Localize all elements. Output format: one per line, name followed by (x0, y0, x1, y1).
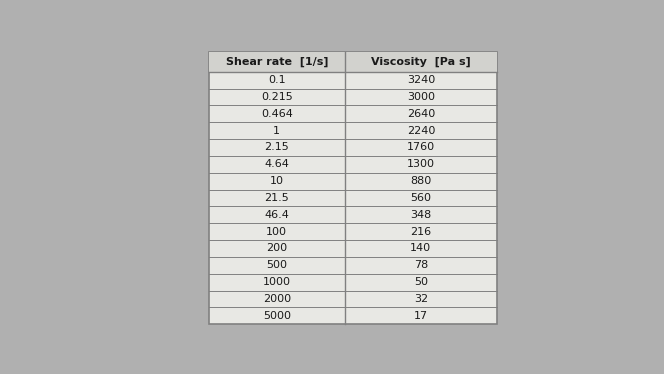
Text: 21.5: 21.5 (264, 193, 290, 203)
Text: 1760: 1760 (407, 142, 435, 153)
Text: 2640: 2640 (407, 109, 435, 119)
Text: 0.1: 0.1 (268, 75, 286, 85)
Text: Shear rate  [1/s]: Shear rate [1/s] (226, 57, 328, 67)
Bar (209, 52, 497, 72)
Text: 2000: 2000 (263, 294, 291, 304)
Text: 1000: 1000 (263, 277, 291, 287)
Text: 78: 78 (414, 260, 428, 270)
Text: 348: 348 (410, 210, 432, 220)
Text: 100: 100 (266, 227, 288, 237)
Text: 200: 200 (266, 243, 288, 254)
Text: 46.4: 46.4 (264, 210, 290, 220)
Text: 2240: 2240 (406, 126, 435, 136)
Text: 10: 10 (270, 176, 284, 186)
Text: 216: 216 (410, 227, 432, 237)
Text: 500: 500 (266, 260, 288, 270)
Text: 880: 880 (410, 176, 432, 186)
Text: 50: 50 (414, 277, 428, 287)
Text: 3240: 3240 (407, 75, 435, 85)
Text: 17: 17 (414, 311, 428, 321)
Text: 3000: 3000 (407, 92, 435, 102)
Text: 560: 560 (410, 193, 432, 203)
Text: 32: 32 (414, 294, 428, 304)
Text: 140: 140 (410, 243, 432, 254)
Text: 0.464: 0.464 (261, 109, 293, 119)
Text: 5000: 5000 (263, 311, 291, 321)
Bar (209, 52, 497, 324)
Text: 1: 1 (274, 126, 280, 136)
Text: 1300: 1300 (407, 159, 435, 169)
Text: 0.215: 0.215 (261, 92, 293, 102)
Text: 2.15: 2.15 (264, 142, 290, 153)
Text: Viscosity  [Pa s]: Viscosity [Pa s] (371, 57, 471, 67)
Text: 4.64: 4.64 (264, 159, 290, 169)
